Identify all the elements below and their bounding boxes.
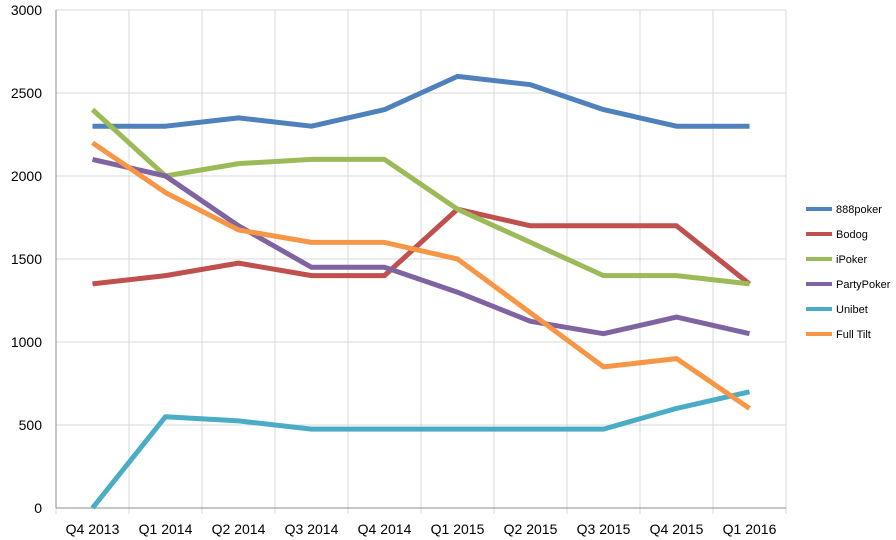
- series-line-partypoker: [91, 156, 751, 337]
- series-line-ipoker: [90, 107, 750, 287]
- legend-label: Bodog: [836, 229, 868, 241]
- x-tick-label: Q1 2014: [139, 521, 193, 537]
- y-tick-label: 2000: [11, 168, 42, 184]
- series-lines: [90, 73, 752, 510]
- legend-label: 888poker: [836, 204, 882, 216]
- x-tick-label: Q4 2015: [650, 521, 704, 537]
- series-line-full-tilt: [91, 140, 751, 411]
- y-tick-label: 500: [19, 417, 43, 433]
- gridlines: [55, 9, 787, 514]
- x-tick-label: Q2 2015: [504, 521, 558, 537]
- legend: 888poker Bodog iPoker PartyPoker Unibet Full …: [806, 204, 891, 341]
- series-line-888poker: [92, 73, 750, 129]
- legend-label: Unibet: [836, 304, 868, 316]
- x-tick-label: Q3 2015: [577, 521, 631, 537]
- x-tick-label: Q2 2014: [212, 521, 266, 537]
- y-tick-label: 1500: [11, 251, 42, 267]
- axes: [55, 10, 786, 509]
- y-tick-label: 3000: [11, 2, 42, 18]
- legend-label: iPoker: [836, 254, 868, 266]
- series-line-bodog: [92, 206, 752, 287]
- x-tick-label: Q4 2014: [358, 521, 412, 537]
- y-tick-label: 2500: [11, 85, 42, 101]
- x-tick-label: Q1 2016: [723, 521, 777, 537]
- y-tick-label: 1000: [11, 334, 42, 350]
- x-tick-label: Q1 2015: [431, 521, 485, 537]
- series-line-unibet: [90, 389, 751, 510]
- x-tick-label: Q4 2013: [66, 521, 120, 537]
- legend-label: Full Tilt: [836, 329, 871, 341]
- y-tick-labels: 0 500 1000 1500 2000 2500 3000: [11, 2, 42, 516]
- y-tick-label: 0: [34, 500, 42, 516]
- x-tick-label: Q3 2014: [285, 521, 339, 537]
- legend-label: PartyPoker: [836, 279, 891, 291]
- x-tick-labels: Q4 2013 Q1 2014 Q2 2014 Q3 2014 Q4 2014 Q1 20…: [66, 521, 777, 537]
